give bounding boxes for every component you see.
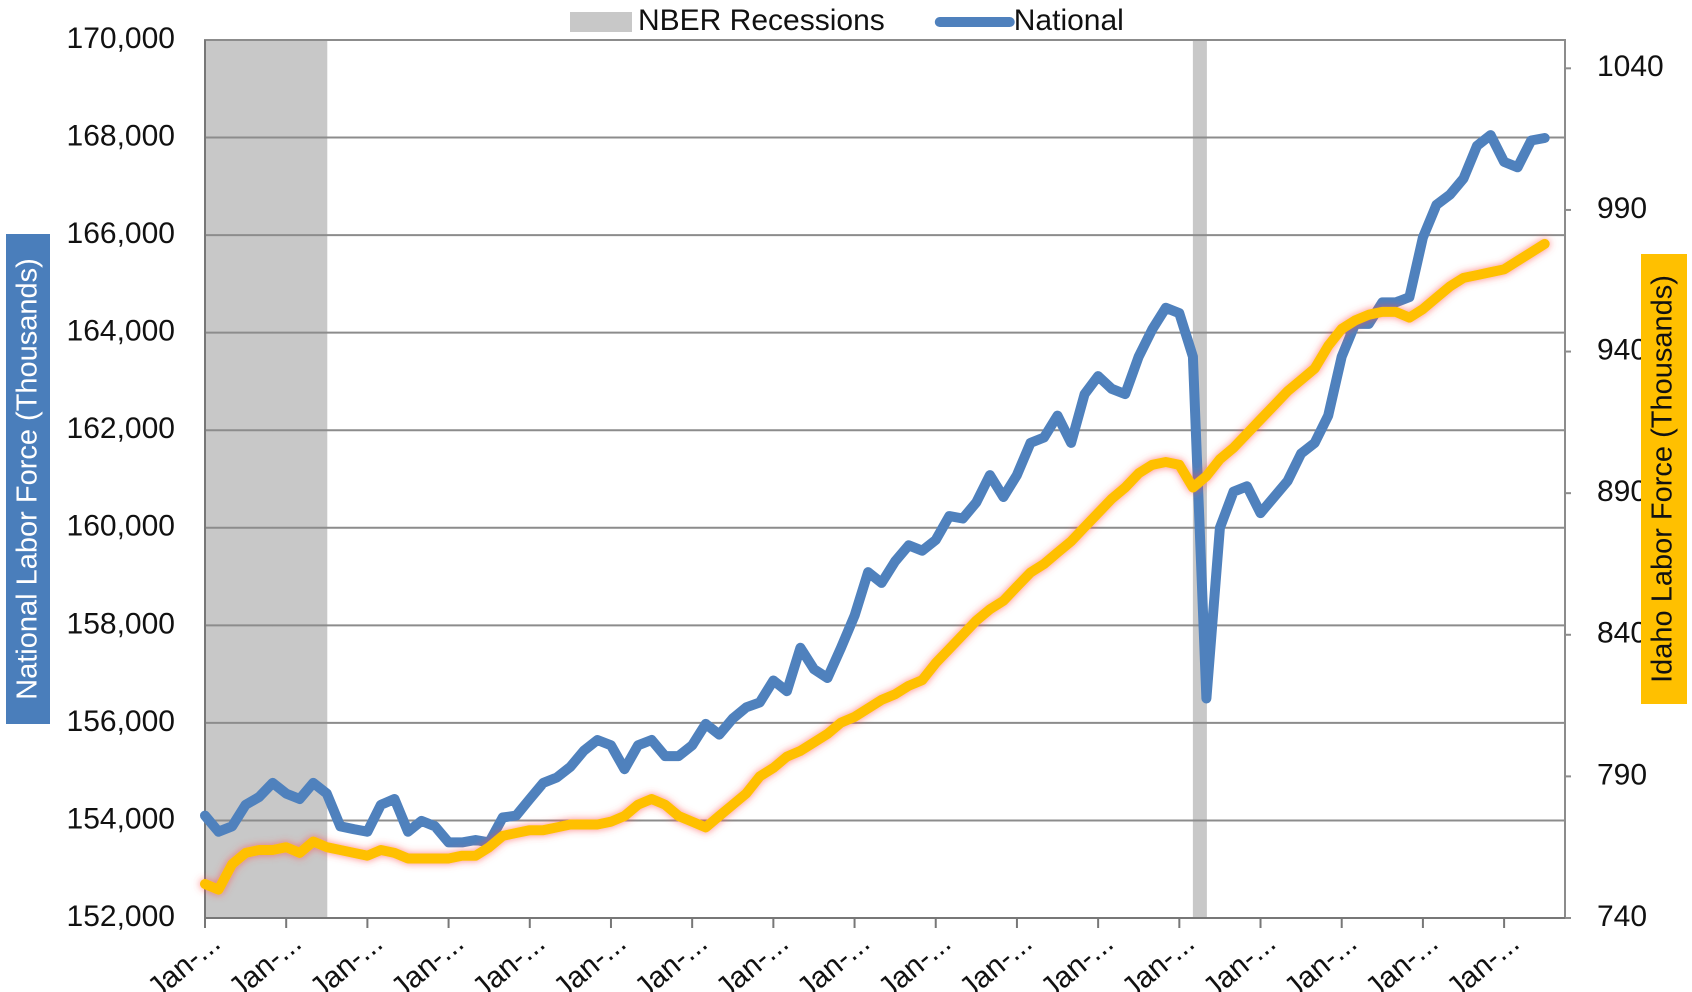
y-axis-title: National Labor Force (Thousands) [12, 258, 44, 700]
y2-tick-label: 790 [1597, 758, 1647, 791]
x-tick-label: Jan-... [547, 926, 632, 992]
y2-title-box [1641, 254, 1687, 704]
x-tick-label: Jan-... [1116, 926, 1201, 992]
x-tick-label: Jan-... [1278, 926, 1363, 992]
y-tick-label: 160,000 [67, 510, 175, 543]
recession-bar [259, 40, 274, 918]
y-tick-label: 162,000 [67, 412, 175, 445]
x-tick-label: Jan-... [1441, 926, 1526, 992]
y2-tick-label: 740 [1597, 900, 1647, 933]
y2-axis-title: Idaho Labor Force (Thousands) [1647, 275, 1679, 683]
y-tick-label: 166,000 [67, 217, 175, 250]
recession-bar [272, 40, 287, 918]
y2-tick-label: 890 [1597, 475, 1647, 508]
x-tick-label: Jan-... [710, 926, 795, 992]
x-tick-label: Jan-... [791, 926, 876, 992]
recession-bar [245, 40, 260, 918]
legend-swatch [570, 12, 632, 32]
x-tick-label: Jan-... [629, 926, 714, 992]
x-tick-label: Jan-... [1359, 926, 1444, 992]
y-tick-label: 168,000 [67, 119, 175, 152]
x-tick-label: Jan-... [466, 926, 551, 992]
recession-bar [313, 40, 328, 918]
x-tick-label: Jan-... [1035, 926, 1120, 992]
y-tick-label: 152,000 [67, 900, 175, 933]
y-tick-label: 164,000 [67, 315, 175, 348]
legend-label: NBER Recessions [638, 4, 885, 37]
y-tick-label: 156,000 [67, 705, 175, 738]
x-tick-label: Jan-... [304, 926, 389, 992]
y2-tick-label: 1040 [1597, 50, 1664, 83]
x-tick-label: Jan-... [872, 926, 957, 992]
national-line [200, 130, 1550, 848]
y2-tick-label: 990 [1597, 192, 1647, 225]
x-tick-label: Jan-... [385, 926, 470, 992]
legend-label: National [1014, 4, 1124, 37]
recession-bar [286, 40, 301, 918]
y2-tick-label: 940 [1597, 333, 1647, 366]
x-tick-label: Jan-... [223, 926, 308, 992]
y-tick-label: 154,000 [67, 802, 175, 835]
x-tick-label: Jan-... [953, 926, 1038, 992]
recession-bar [299, 40, 314, 918]
idaho-line [200, 238, 1550, 895]
x-tick-label: Jan-... [1197, 926, 1282, 992]
recession-bar [218, 40, 233, 918]
y2-tick-label: 840 [1597, 617, 1647, 650]
recession-bar [232, 40, 247, 918]
y-tick-label: 170,000 [67, 22, 175, 55]
y-title-box [6, 234, 50, 724]
plot-frame [204, 39, 1566, 919]
recession-bar [205, 40, 220, 918]
y-tick-label: 158,000 [67, 607, 175, 640]
x-tick-label: Jan-... [142, 926, 227, 992]
